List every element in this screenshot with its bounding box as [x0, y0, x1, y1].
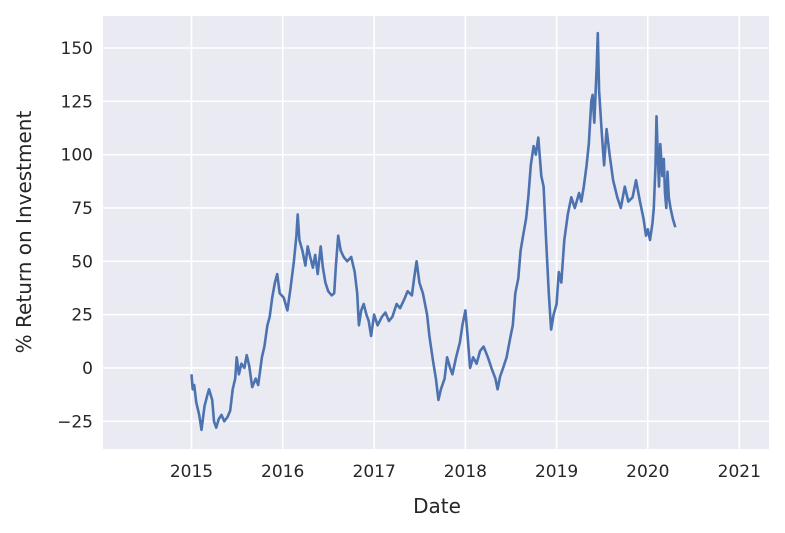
- y-tick-labels: −25 0 25 50 75 100 125 150: [57, 39, 93, 432]
- x-tick-label: 2016: [261, 462, 304, 482]
- y-tick-label: 50: [71, 252, 93, 272]
- y-axis-label: % Return on Investment: [12, 111, 36, 354]
- x-tick-label: 2020: [626, 462, 669, 482]
- y-tick-label: 125: [61, 92, 93, 112]
- x-tick-label: 2019: [535, 462, 578, 482]
- y-tick-label: −25: [57, 412, 93, 432]
- y-tick-label: 150: [61, 39, 93, 59]
- data-series-line: [190, 31, 677, 432]
- y-tick-label: 0: [82, 359, 93, 379]
- x-tick-label: 2018: [444, 462, 487, 482]
- x-tick-label: 2015: [170, 462, 213, 482]
- y-tick-label: 75: [71, 199, 93, 219]
- y-tick-label: 25: [71, 306, 93, 326]
- y-tick-label: 100: [61, 146, 93, 166]
- x-tick-labels: 2015 2016 2017 2018 2019 2020 2021: [170, 462, 761, 482]
- x-axis-label: Date: [413, 494, 461, 518]
- x-tick-label: 2017: [353, 462, 396, 482]
- x-tick-label: 2021: [718, 462, 761, 482]
